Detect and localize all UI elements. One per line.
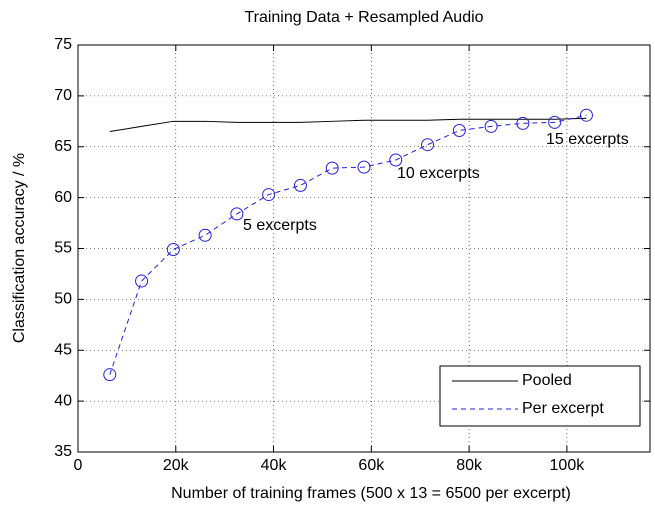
marker	[103, 368, 117, 382]
marker	[262, 188, 276, 202]
y-tick-label: 35	[54, 443, 72, 460]
legend-box	[439, 365, 641, 427]
marker	[325, 161, 339, 175]
marker	[357, 160, 371, 174]
marker	[548, 115, 562, 129]
y-tick-label: 45	[54, 341, 72, 358]
marker	[389, 153, 403, 167]
y-tick-label: 50	[54, 291, 72, 308]
marker	[516, 116, 530, 130]
annotation: 10 excerpts	[397, 165, 480, 182]
marker	[230, 207, 244, 221]
series-line	[109, 114, 587, 375]
marker	[452, 123, 466, 137]
x-tick-label: 80k	[456, 457, 483, 474]
annotation: 15 excerpts	[546, 131, 629, 148]
marker	[484, 119, 498, 133]
marker	[198, 228, 212, 242]
x-tick-label: 60k	[358, 457, 385, 474]
y-tick-label: 60	[54, 189, 72, 206]
x-axis-label: Number of training frames (500 x 13 = 65…	[171, 485, 571, 502]
annotation: 5 excerpts	[243, 217, 317, 234]
chart-title: Training Data + Resampled Audio	[244, 9, 483, 26]
marker	[166, 243, 180, 257]
legend-label: Pooled	[522, 372, 572, 389]
x-tick-label: 0	[74, 457, 83, 474]
y-tick-label: 75	[54, 36, 72, 53]
y-tick-label: 65	[54, 138, 72, 155]
x-tick-label: 20k	[163, 457, 190, 474]
y-tick-label: 55	[54, 240, 72, 257]
marker	[293, 178, 307, 192]
legend-label: Per excerpt	[522, 400, 604, 417]
y-tick-label: 70	[54, 87, 72, 104]
x-tick-label: 40k	[261, 457, 288, 474]
series-line	[109, 117, 587, 132]
marker	[421, 138, 435, 152]
marker	[579, 108, 593, 122]
x-tick-label: 100k	[550, 457, 586, 474]
marker	[135, 274, 149, 288]
y-tick-label: 40	[54, 392, 72, 409]
plot-frame	[77, 44, 651, 453]
y-axis-label: Classification accuracy / %	[11, 153, 28, 343]
